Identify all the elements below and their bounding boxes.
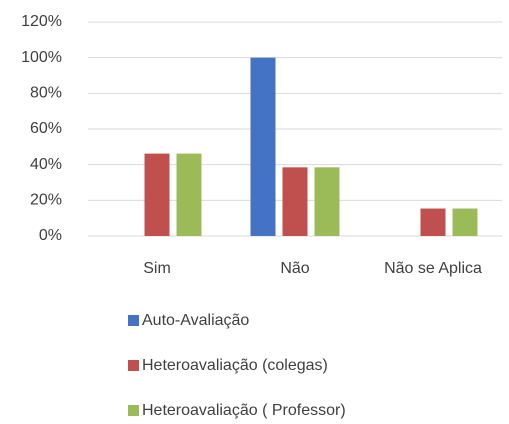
x-tick-label: Não xyxy=(280,260,309,277)
legend-swatch xyxy=(128,360,139,371)
y-tick-label: 20% xyxy=(30,192,62,209)
legend-label: Heteroavaliação ( Professor) xyxy=(142,402,346,419)
bar xyxy=(452,208,478,236)
legend-swatch xyxy=(128,315,139,326)
x-tick-label: Sim xyxy=(143,260,171,277)
y-tick-label: 40% xyxy=(30,156,62,173)
bar xyxy=(282,167,308,236)
bar xyxy=(176,153,202,236)
legend-label: Heteroavaliação (colegas) xyxy=(142,357,328,374)
x-tick-label: Não se Aplica xyxy=(384,260,482,277)
legend-label: Auto-Avaliação xyxy=(142,312,249,329)
bar xyxy=(250,57,276,236)
bar xyxy=(314,167,340,236)
bar xyxy=(420,208,446,236)
y-tick-label: 60% xyxy=(30,120,62,137)
y-tick-label: 100% xyxy=(21,49,62,66)
legend-swatch xyxy=(128,405,139,416)
y-tick-label: 120% xyxy=(21,13,62,30)
y-tick-label: 80% xyxy=(30,85,62,102)
y-tick-label: 0% xyxy=(39,227,62,244)
bar xyxy=(144,153,170,236)
